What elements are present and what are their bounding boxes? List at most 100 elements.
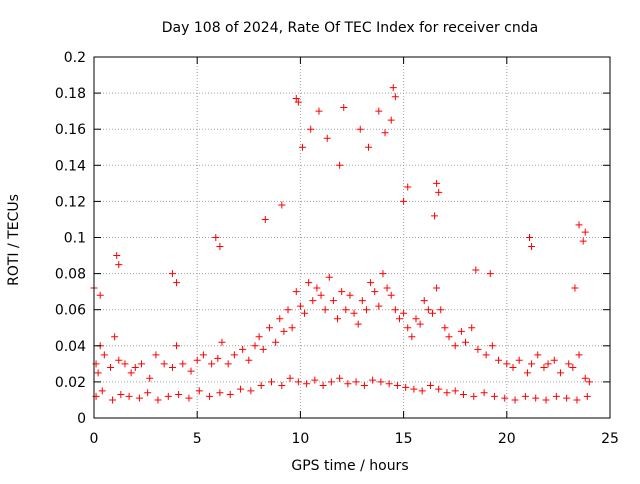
data-point xyxy=(445,333,453,341)
data-point xyxy=(379,270,387,278)
data-point xyxy=(245,356,253,364)
data-point xyxy=(237,385,245,393)
data-point xyxy=(216,243,224,251)
y-axis-label: ROTI / TECUs xyxy=(6,194,22,286)
y-tick-label: 0.14 xyxy=(55,158,86,174)
data-point xyxy=(208,360,216,368)
data-point xyxy=(369,376,377,384)
data-point xyxy=(365,143,373,151)
data-point xyxy=(571,284,579,292)
data-point xyxy=(400,197,408,205)
data-point xyxy=(94,369,102,377)
data-point xyxy=(301,309,309,317)
data-point xyxy=(443,389,451,397)
data-point xyxy=(115,261,123,269)
data-point xyxy=(303,380,311,388)
data-point xyxy=(168,363,176,371)
data-point xyxy=(402,383,410,391)
data-point xyxy=(309,297,317,305)
data-point xyxy=(503,360,511,368)
data-point xyxy=(383,284,391,292)
data-point xyxy=(459,391,467,399)
data-point xyxy=(367,279,375,287)
data-point xyxy=(144,389,152,397)
data-point xyxy=(146,374,154,382)
data-point xyxy=(451,342,459,350)
data-point xyxy=(329,297,337,305)
data-point xyxy=(296,302,304,310)
data-point xyxy=(313,284,321,292)
data-point xyxy=(323,134,331,142)
data-point xyxy=(511,396,519,404)
data-point xyxy=(286,374,294,382)
data-point xyxy=(340,104,348,112)
data-point xyxy=(327,378,335,386)
data-point xyxy=(239,345,247,353)
data-point xyxy=(315,107,323,115)
data-point xyxy=(433,284,441,292)
data-point xyxy=(408,333,416,341)
data-point xyxy=(451,387,459,395)
data-point xyxy=(344,380,352,388)
data-point xyxy=(433,179,441,187)
data-point xyxy=(431,212,439,220)
data-point xyxy=(486,270,494,278)
data-point xyxy=(135,394,143,402)
data-point xyxy=(544,360,552,368)
data-point xyxy=(187,367,195,375)
data-point xyxy=(581,374,589,382)
data-point xyxy=(583,392,591,400)
data-point xyxy=(317,291,325,299)
data-point xyxy=(307,125,315,133)
data-point xyxy=(462,338,470,346)
x-tick-label: 25 xyxy=(601,431,619,447)
data-point xyxy=(294,378,302,386)
data-point xyxy=(288,324,296,332)
data-point xyxy=(474,345,482,353)
data-point xyxy=(426,382,434,390)
data-point xyxy=(131,363,139,371)
data-point xyxy=(457,327,465,335)
data-point xyxy=(393,382,401,390)
data-point xyxy=(482,351,490,359)
data-point xyxy=(488,342,496,350)
data-point xyxy=(265,324,273,332)
data-point xyxy=(385,380,393,388)
data-point xyxy=(523,369,531,377)
data-point xyxy=(111,333,119,341)
data-point xyxy=(375,107,383,115)
data-point xyxy=(224,360,232,368)
y-tick-label: 0.2 xyxy=(64,50,86,66)
series-0 xyxy=(90,84,593,404)
data-point xyxy=(342,306,350,314)
data-point xyxy=(154,396,162,404)
x-tick-label: 5 xyxy=(193,431,202,447)
data-point xyxy=(168,270,176,278)
y-tick-label: 0.04 xyxy=(55,339,86,355)
data-point xyxy=(354,320,362,328)
data-point xyxy=(416,320,424,328)
data-point xyxy=(389,84,397,92)
data-point xyxy=(255,333,263,341)
data-point xyxy=(565,360,573,368)
data-point xyxy=(410,385,418,393)
data-point xyxy=(334,315,342,323)
data-point xyxy=(193,356,201,364)
data-point xyxy=(278,201,286,209)
data-point xyxy=(435,188,443,196)
data-point xyxy=(552,392,560,400)
data-point xyxy=(305,279,313,287)
data-point xyxy=(226,391,234,399)
data-point xyxy=(325,273,333,281)
data-point xyxy=(121,360,129,368)
data-point xyxy=(480,389,488,397)
y-tick-label: 0.02 xyxy=(55,375,86,391)
data-point xyxy=(280,327,288,335)
x-tick-label: 15 xyxy=(395,431,413,447)
data-points xyxy=(90,84,593,404)
data-point xyxy=(387,291,395,299)
data-point xyxy=(292,95,300,103)
grid xyxy=(94,57,610,418)
data-point xyxy=(127,369,135,377)
